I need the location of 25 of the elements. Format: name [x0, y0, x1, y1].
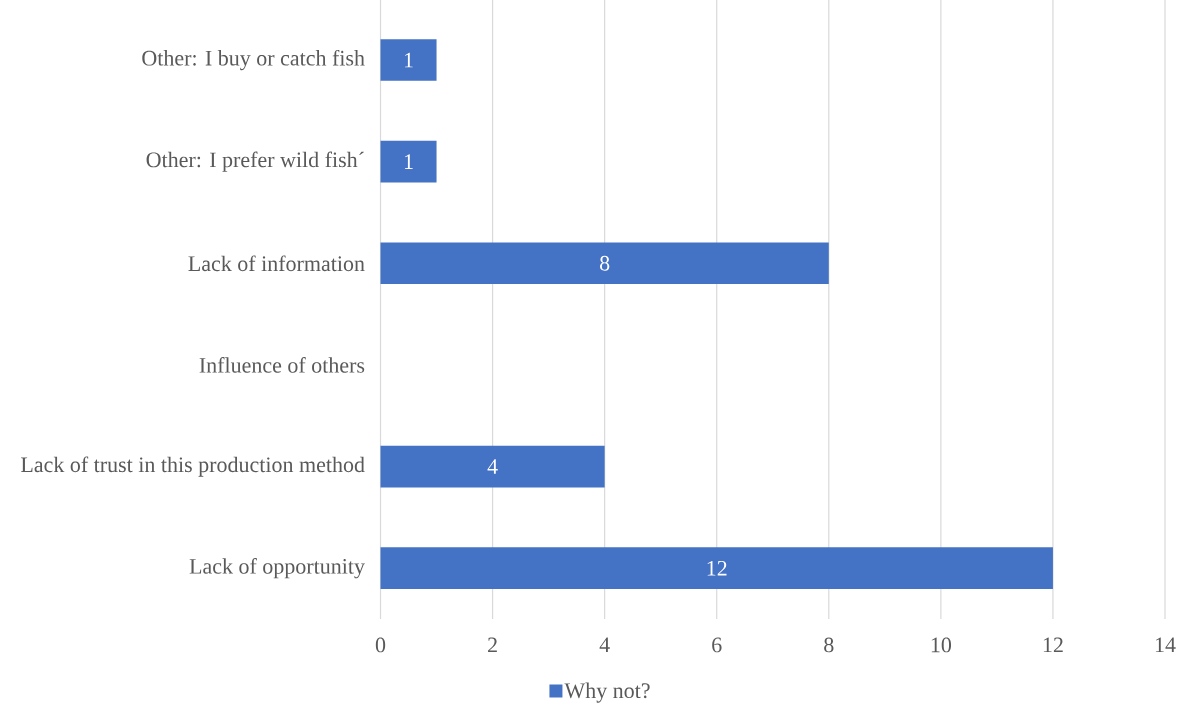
data-label: 1 — [404, 52, 413, 68]
x-tick-label: 4 — [599, 637, 610, 652]
bar — [380, 140, 437, 183]
data-label: 4 — [487, 459, 498, 474]
y-tick-label: Influence of others — [199, 357, 365, 373]
legend-label: Why not? — [564, 682, 650, 703]
x-tick-label: 0 — [375, 637, 386, 653]
x-tick-label: 6 — [712, 637, 722, 653]
x-tick-label: 8 — [824, 637, 834, 653]
x-tick-label: 12 — [1043, 637, 1063, 653]
x-tick-label: 14 — [1155, 637, 1176, 653]
y-tick-label: Lack of opportunity — [189, 558, 365, 579]
y-tick-label: Other: I prefer wild fish´ — [146, 151, 364, 172]
data-label: 12 — [707, 560, 727, 576]
x-tick-label: 2 — [488, 637, 497, 653]
data-label: 1 — [404, 154, 413, 169]
bar — [380, 445, 605, 488]
y-tick-label: Lack of trust in this production method — [21, 456, 365, 477]
x-tick-label: 10 — [931, 637, 952, 653]
bar — [380, 39, 437, 81]
bar — [380, 547, 1053, 590]
data-label: 8 — [599, 255, 610, 271]
bar — [380, 242, 829, 285]
y-tick-label: Lack of information — [188, 255, 365, 272]
y-tick-label: Other: I buy or catch fish — [142, 49, 365, 71]
